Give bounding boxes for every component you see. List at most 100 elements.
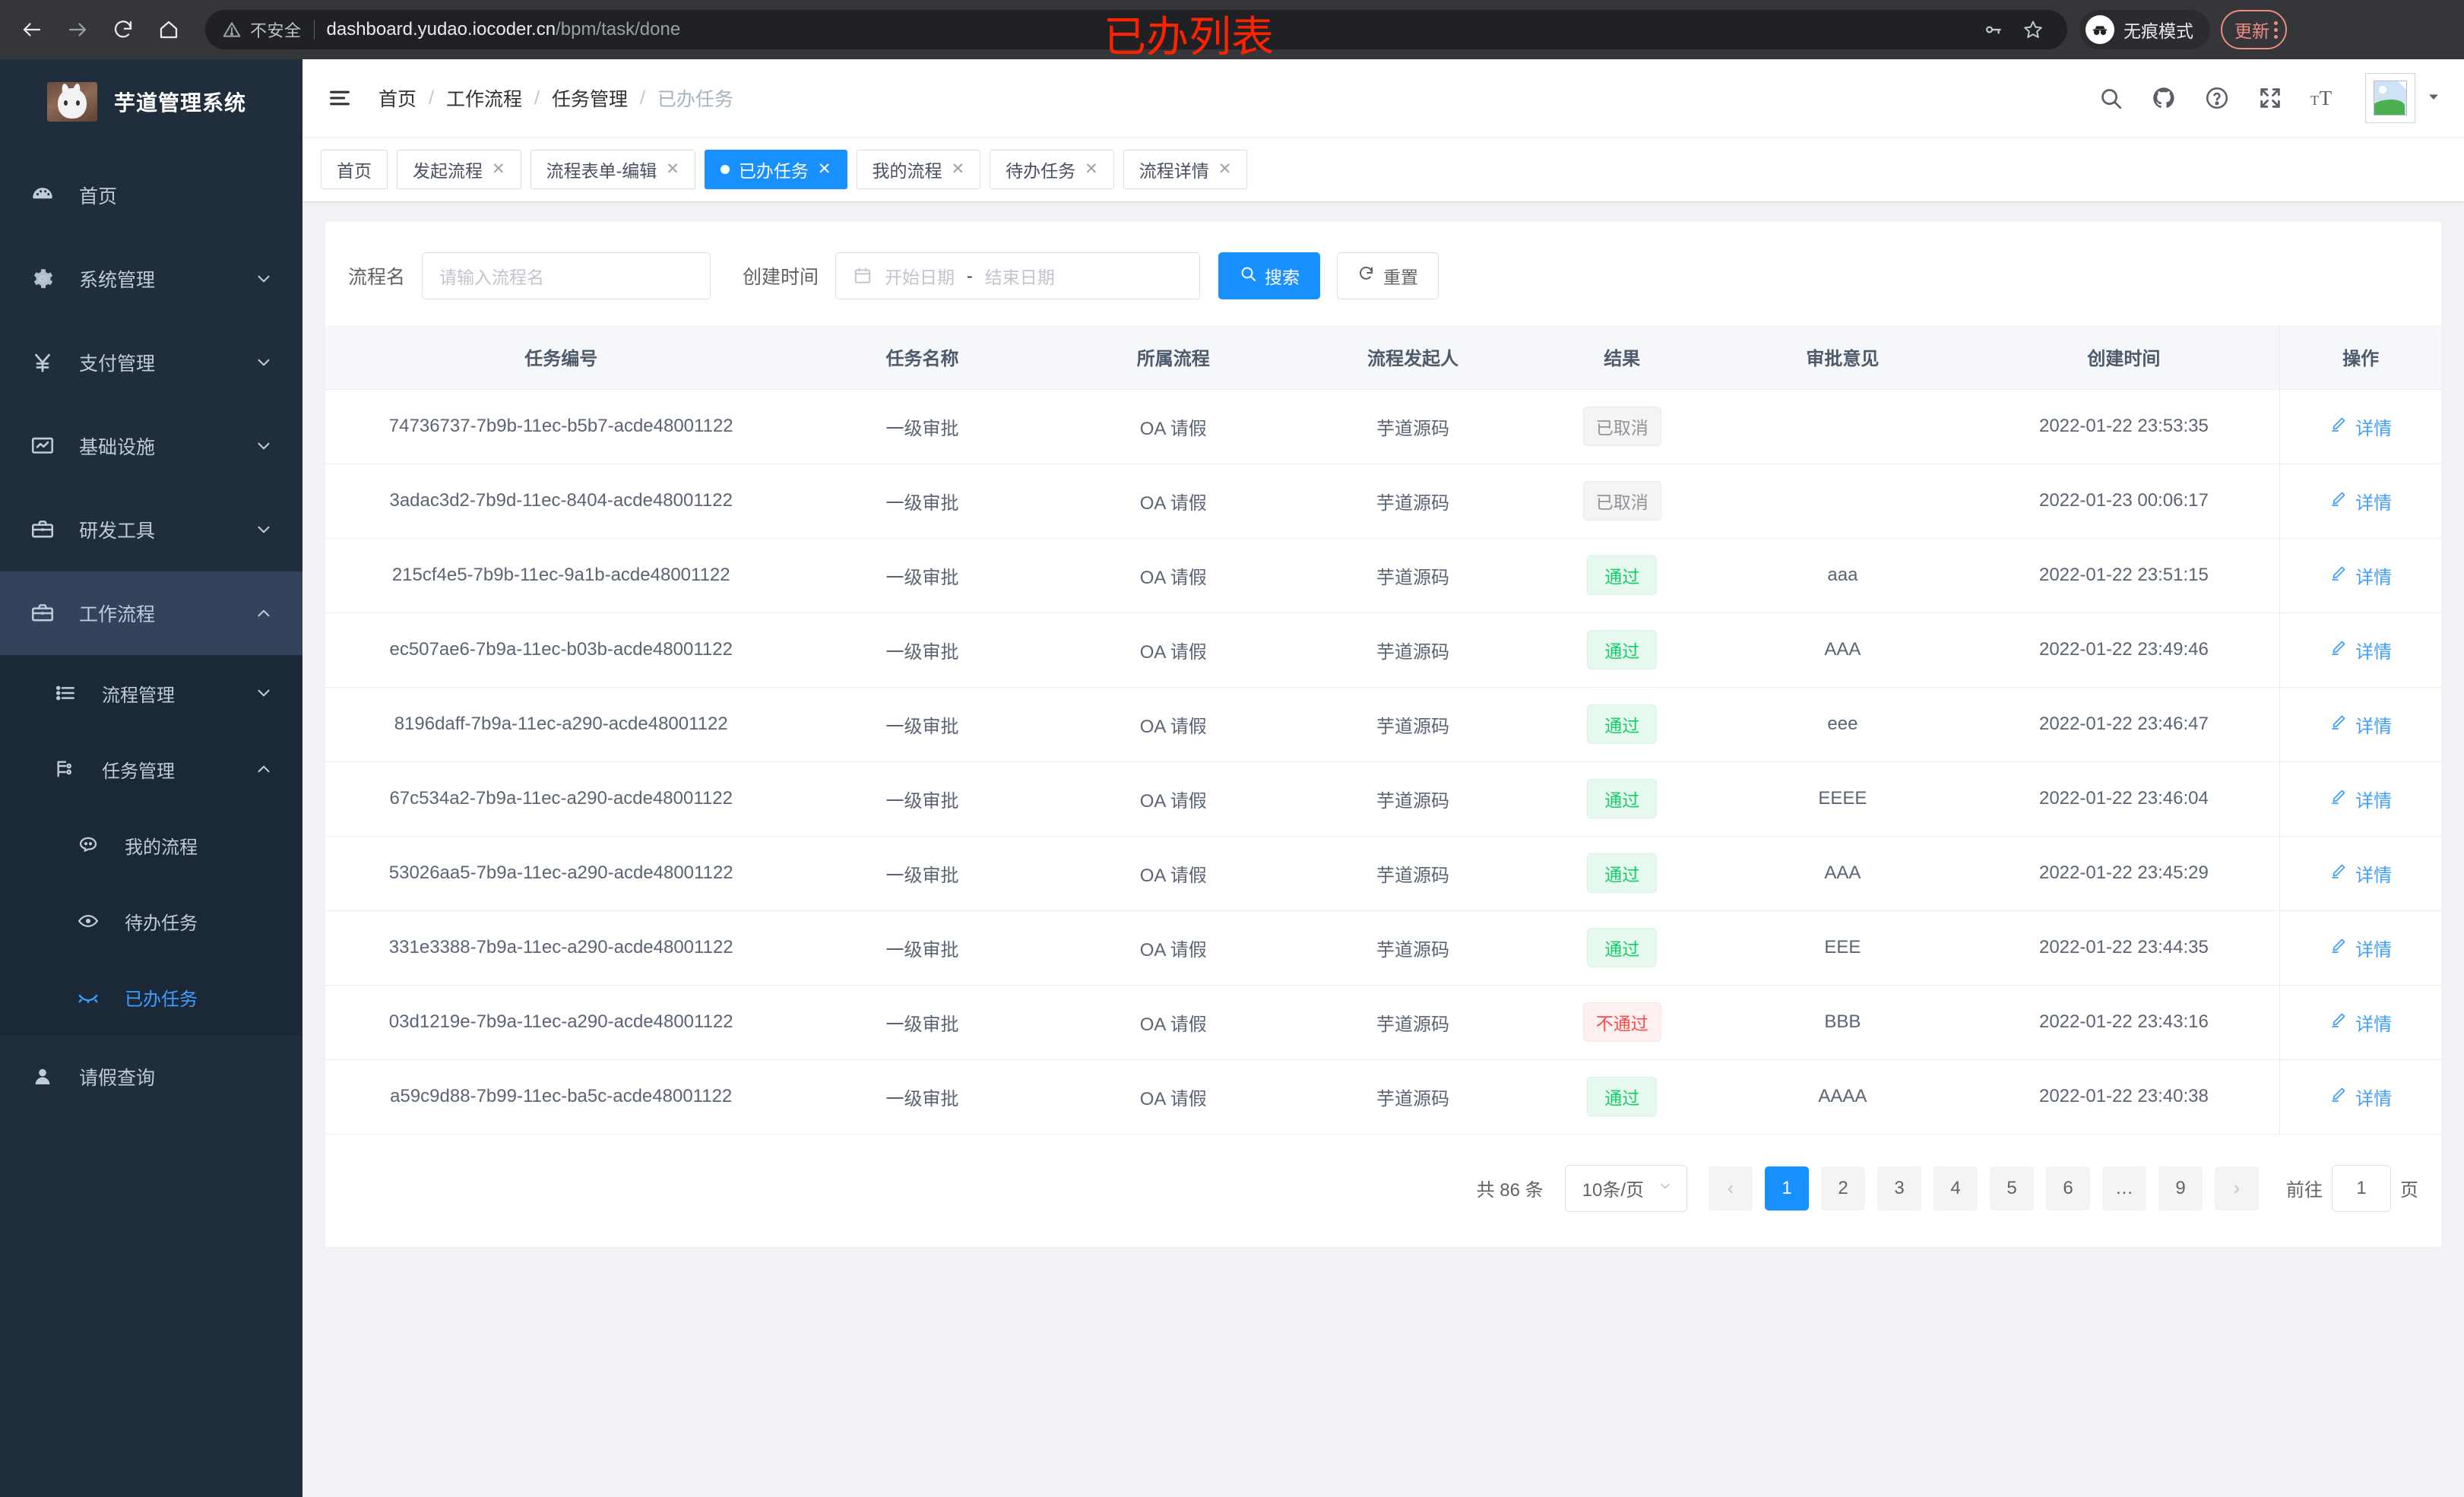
url-path: /bpm/task/done xyxy=(556,19,681,40)
table-row: 53026aa5-7b9a-11ec-a290-acde48001122 一级审批… xyxy=(325,836,2441,911)
close-icon[interactable]: ✕ xyxy=(1085,160,1098,178)
tab-start-process[interactable]: 发起流程 ✕ xyxy=(397,149,521,189)
table-row: 74736737-7b9b-11ec-b5b7-acde48001122 一级审批… xyxy=(325,389,2441,464)
bookmark-star-icon[interactable] xyxy=(2016,12,2051,47)
sidebar-item-infrastructure[interactable]: 基础设施 xyxy=(0,404,302,488)
pagination-page-2[interactable]: 2 xyxy=(1821,1166,1865,1211)
tab-done-tasks[interactable]: 已办任务 ✕ xyxy=(704,149,847,189)
sidebar-item-done-tasks[interactable]: 已办任务 xyxy=(0,959,302,1035)
sidebar-item-home[interactable]: 首页 xyxy=(0,153,302,237)
sidebar-item-dev-tools[interactable]: 研发工具 xyxy=(0,488,302,571)
reload-icon[interactable] xyxy=(102,8,144,51)
cell-task-id: 67c534a2-7b9a-11ec-a290-acde48001122 xyxy=(325,761,797,837)
detail-button[interactable]: 详情 xyxy=(2329,562,2392,589)
cell-create-time: 2022-01-22 23:53:35 xyxy=(1968,389,2280,464)
close-icon[interactable]: ✕ xyxy=(666,160,679,178)
cell-process: OA 请假 xyxy=(1047,761,1299,837)
sidebar-item-label: 任务管理 xyxy=(102,761,175,782)
pagination-page-1[interactable]: 1 xyxy=(1765,1166,1809,1211)
incognito-indicator[interactable]: 无痕模式 xyxy=(2079,10,2210,49)
help-circle-icon[interactable] xyxy=(2204,85,2230,111)
pagination-next-button[interactable]: › xyxy=(2215,1166,2259,1211)
close-icon[interactable]: ✕ xyxy=(817,160,831,178)
tab-process-detail[interactable]: 流程详情 ✕ xyxy=(1123,149,1248,189)
edit-pencil-icon xyxy=(2329,489,2348,513)
detail-button[interactable]: 详情 xyxy=(2329,935,2392,961)
cell-result: 通过 xyxy=(1527,612,1718,688)
cell-initiator: 芋道源码 xyxy=(1298,464,1528,539)
breadcrumb-item-home[interactable]: 首页 xyxy=(378,89,417,110)
pagination-page-5[interactable]: 5 xyxy=(1990,1166,2034,1211)
detail-button[interactable]: 详情 xyxy=(2329,711,2392,738)
tab-home[interactable]: 首页 xyxy=(321,149,388,189)
tab-todo-tasks[interactable]: 待办任务 ✕ xyxy=(990,149,1114,189)
forward-icon[interactable] xyxy=(56,8,99,51)
update-button[interactable]: 更新 xyxy=(2221,10,2287,49)
search-button[interactable]: 搜索 xyxy=(1218,252,1321,299)
page-size-value: 10条/页 xyxy=(1582,1180,1644,1201)
close-icon[interactable]: ✕ xyxy=(1218,160,1232,178)
pagination-prev-button[interactable]: ‹ xyxy=(1709,1166,1753,1211)
page-size-select[interactable]: 10条/页 xyxy=(1564,1164,1687,1212)
cell-task-id: 331e3388-7b9a-11ec-a290-acde48001122 xyxy=(325,910,797,986)
incognito-label: 无痕模式 xyxy=(2124,21,2193,41)
sidebar-item-task-management[interactable]: 任务管理 xyxy=(0,731,302,807)
close-icon[interactable]: ✕ xyxy=(492,160,505,178)
home-icon[interactable] xyxy=(147,8,190,51)
kebab-menu-icon[interactable] xyxy=(2274,21,2278,39)
create-time-range-picker[interactable]: 开始日期 - 结束日期 xyxy=(835,252,1201,299)
caret-down-icon[interactable] xyxy=(2426,89,2441,108)
flow-name-input[interactable]: 请输入流程名 xyxy=(422,252,711,299)
sidebar-item-payment-management[interactable]: 支付管理 xyxy=(0,321,302,404)
cell-action: 详情 xyxy=(2279,910,2441,986)
back-icon[interactable] xyxy=(11,8,53,51)
detail-button[interactable]: 详情 xyxy=(2329,1009,2392,1036)
detail-button[interactable]: 详情 xyxy=(2329,786,2392,812)
sidebar-item-workflow[interactable]: 工作流程 xyxy=(0,571,302,655)
hamburger-icon[interactable] xyxy=(322,81,357,116)
pagination: 共 86 条 10条/页 ‹ 1 2 3 4 5 6 … 9 xyxy=(325,1135,2441,1247)
sidebar-item-todo-tasks[interactable]: 待办任务 xyxy=(0,883,302,959)
address-bar[interactable]: 不安全 dashboard.yudao.iocoder.cn/bpm/task/… xyxy=(205,10,2067,49)
sidebar-item-system-management[interactable]: 系统管理 xyxy=(0,237,302,321)
user-avatar-menu[interactable] xyxy=(2365,73,2441,123)
sidebar-item-leave-query[interactable]: 请假查询 xyxy=(0,1035,302,1119)
tab-process-form-edit[interactable]: 流程表单-编辑 ✕ xyxy=(530,149,695,189)
sidebar-item-process-management[interactable]: 流程管理 xyxy=(0,655,302,731)
pagination-ellipsis[interactable]: … xyxy=(2102,1166,2146,1211)
jump-page-input[interactable]: 1 xyxy=(2332,1164,2391,1212)
omnibox-divider xyxy=(313,20,315,40)
detail-button[interactable]: 详情 xyxy=(2329,1084,2392,1110)
sidebar-item-my-process[interactable]: 我的流程 xyxy=(0,807,302,883)
sidebar-item-label: 工作流程 xyxy=(79,604,156,625)
cell-initiator: 芋道源码 xyxy=(1298,761,1528,837)
github-icon[interactable] xyxy=(2151,85,2177,111)
pagination-page-6[interactable]: 6 xyxy=(2046,1166,2090,1211)
search-icon[interactable] xyxy=(2098,85,2124,111)
fullscreen-icon[interactable] xyxy=(2257,85,2283,111)
brand-header[interactable]: 芋道管理系统 xyxy=(0,59,302,144)
detail-button[interactable]: 详情 xyxy=(2329,637,2392,663)
security-label: 不安全 xyxy=(250,21,302,40)
cell-create-time: 2022-01-22 23:40:38 xyxy=(1968,1059,2280,1135)
tab-my-process[interactable]: 我的流程 ✕ xyxy=(856,149,981,189)
pagination-page-4[interactable]: 4 xyxy=(1934,1166,1978,1211)
reset-button[interactable]: 重置 xyxy=(1337,252,1439,299)
cell-action: 详情 xyxy=(2279,538,2441,613)
detail-button[interactable]: 详情 xyxy=(2329,860,2392,887)
breadcrumb-item-task-management[interactable]: 任务管理 xyxy=(551,89,628,110)
table-row: ec507ae6-7b9a-11ec-b03b-acde48001122 一级审批… xyxy=(325,612,2441,688)
pagination-page-9[interactable]: 9 xyxy=(2158,1166,2203,1211)
pagination-page-3[interactable]: 3 xyxy=(1877,1166,1921,1211)
cell-action: 详情 xyxy=(2279,1059,2441,1135)
status-badge: 通过 xyxy=(1587,853,1658,893)
key-icon[interactable] xyxy=(1976,12,2011,47)
detail-button[interactable]: 详情 xyxy=(2329,413,2392,440)
close-icon[interactable]: ✕ xyxy=(951,160,965,178)
cell-task-id: 215cf4e5-7b9b-11ec-9a1b-acde48001122 xyxy=(325,538,797,613)
breadcrumb-item-workflow[interactable]: 工作流程 xyxy=(445,89,522,110)
cell-create-time: 2022-01-22 23:45:29 xyxy=(1968,836,2280,911)
cell-initiator: 芋道源码 xyxy=(1298,687,1528,762)
detail-button[interactable]: 详情 xyxy=(2329,488,2392,514)
